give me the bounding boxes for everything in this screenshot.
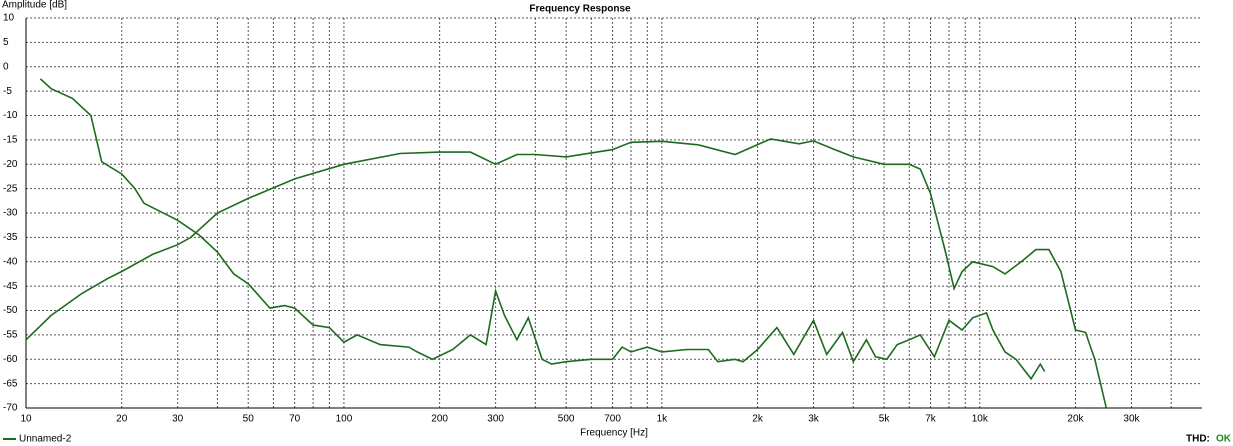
y-tick-label: -45 (3, 281, 18, 292)
y-tick-label: 10 (3, 13, 15, 24)
y-tick-label: 5 (3, 37, 9, 48)
y-tick-label: -15 (3, 135, 18, 146)
y-tick-label: -5 (3, 86, 12, 97)
y-tick-label: -40 (3, 256, 18, 267)
x-tick-label: 300 (487, 414, 504, 425)
y-tick-label: -65 (3, 378, 18, 389)
y-tick-label: -60 (3, 354, 18, 365)
series-line (25, 138, 1108, 409)
y-tick-label: -30 (3, 208, 18, 219)
y-tick-label: -55 (3, 330, 18, 341)
x-axis-label: Frequency [Hz] (580, 428, 648, 439)
x-tick-label: 500 (558, 414, 575, 425)
x-tick-label: 3k (808, 414, 820, 425)
x-tick-label: 5k (879, 414, 891, 425)
x-tick-label: 2k (752, 414, 764, 425)
x-tick-label: 1k (657, 414, 669, 425)
x-tick-label: 7k (925, 414, 937, 425)
x-tick-label: 20 (116, 414, 128, 425)
y-tick-label: -70 (3, 403, 18, 414)
x-tick-label: 100 (336, 414, 353, 425)
x-tick-label: 30k (1123, 414, 1140, 425)
x-tick-label: 70 (289, 414, 301, 425)
x-tick-label: 200 (431, 414, 448, 425)
y-tick-label: -50 (3, 305, 18, 316)
x-tick-label: 50 (243, 414, 255, 425)
y-tick-label: -10 (3, 110, 18, 121)
series-line (39, 78, 1046, 381)
status-label: THD: (1186, 434, 1210, 445)
y-tick-label: -25 (3, 183, 18, 194)
legend-label: Unnamed-2 (19, 434, 72, 445)
y-axis-label: Amplitude [dB] (2, 0, 67, 11)
x-tick-label: 30 (172, 414, 184, 425)
x-tick-label: 10k (972, 414, 989, 425)
y-tick-label: -20 (3, 159, 18, 170)
y-tick-label: -35 (3, 232, 18, 243)
x-tick-label: 20k (1067, 414, 1084, 425)
status: OK (1216, 434, 1232, 445)
y-tick-label: 0 (3, 61, 9, 72)
x-tick-label: 700 (604, 414, 621, 425)
chart-title: Frequency Response (529, 4, 631, 15)
x-tick-label: 10 (20, 414, 32, 425)
